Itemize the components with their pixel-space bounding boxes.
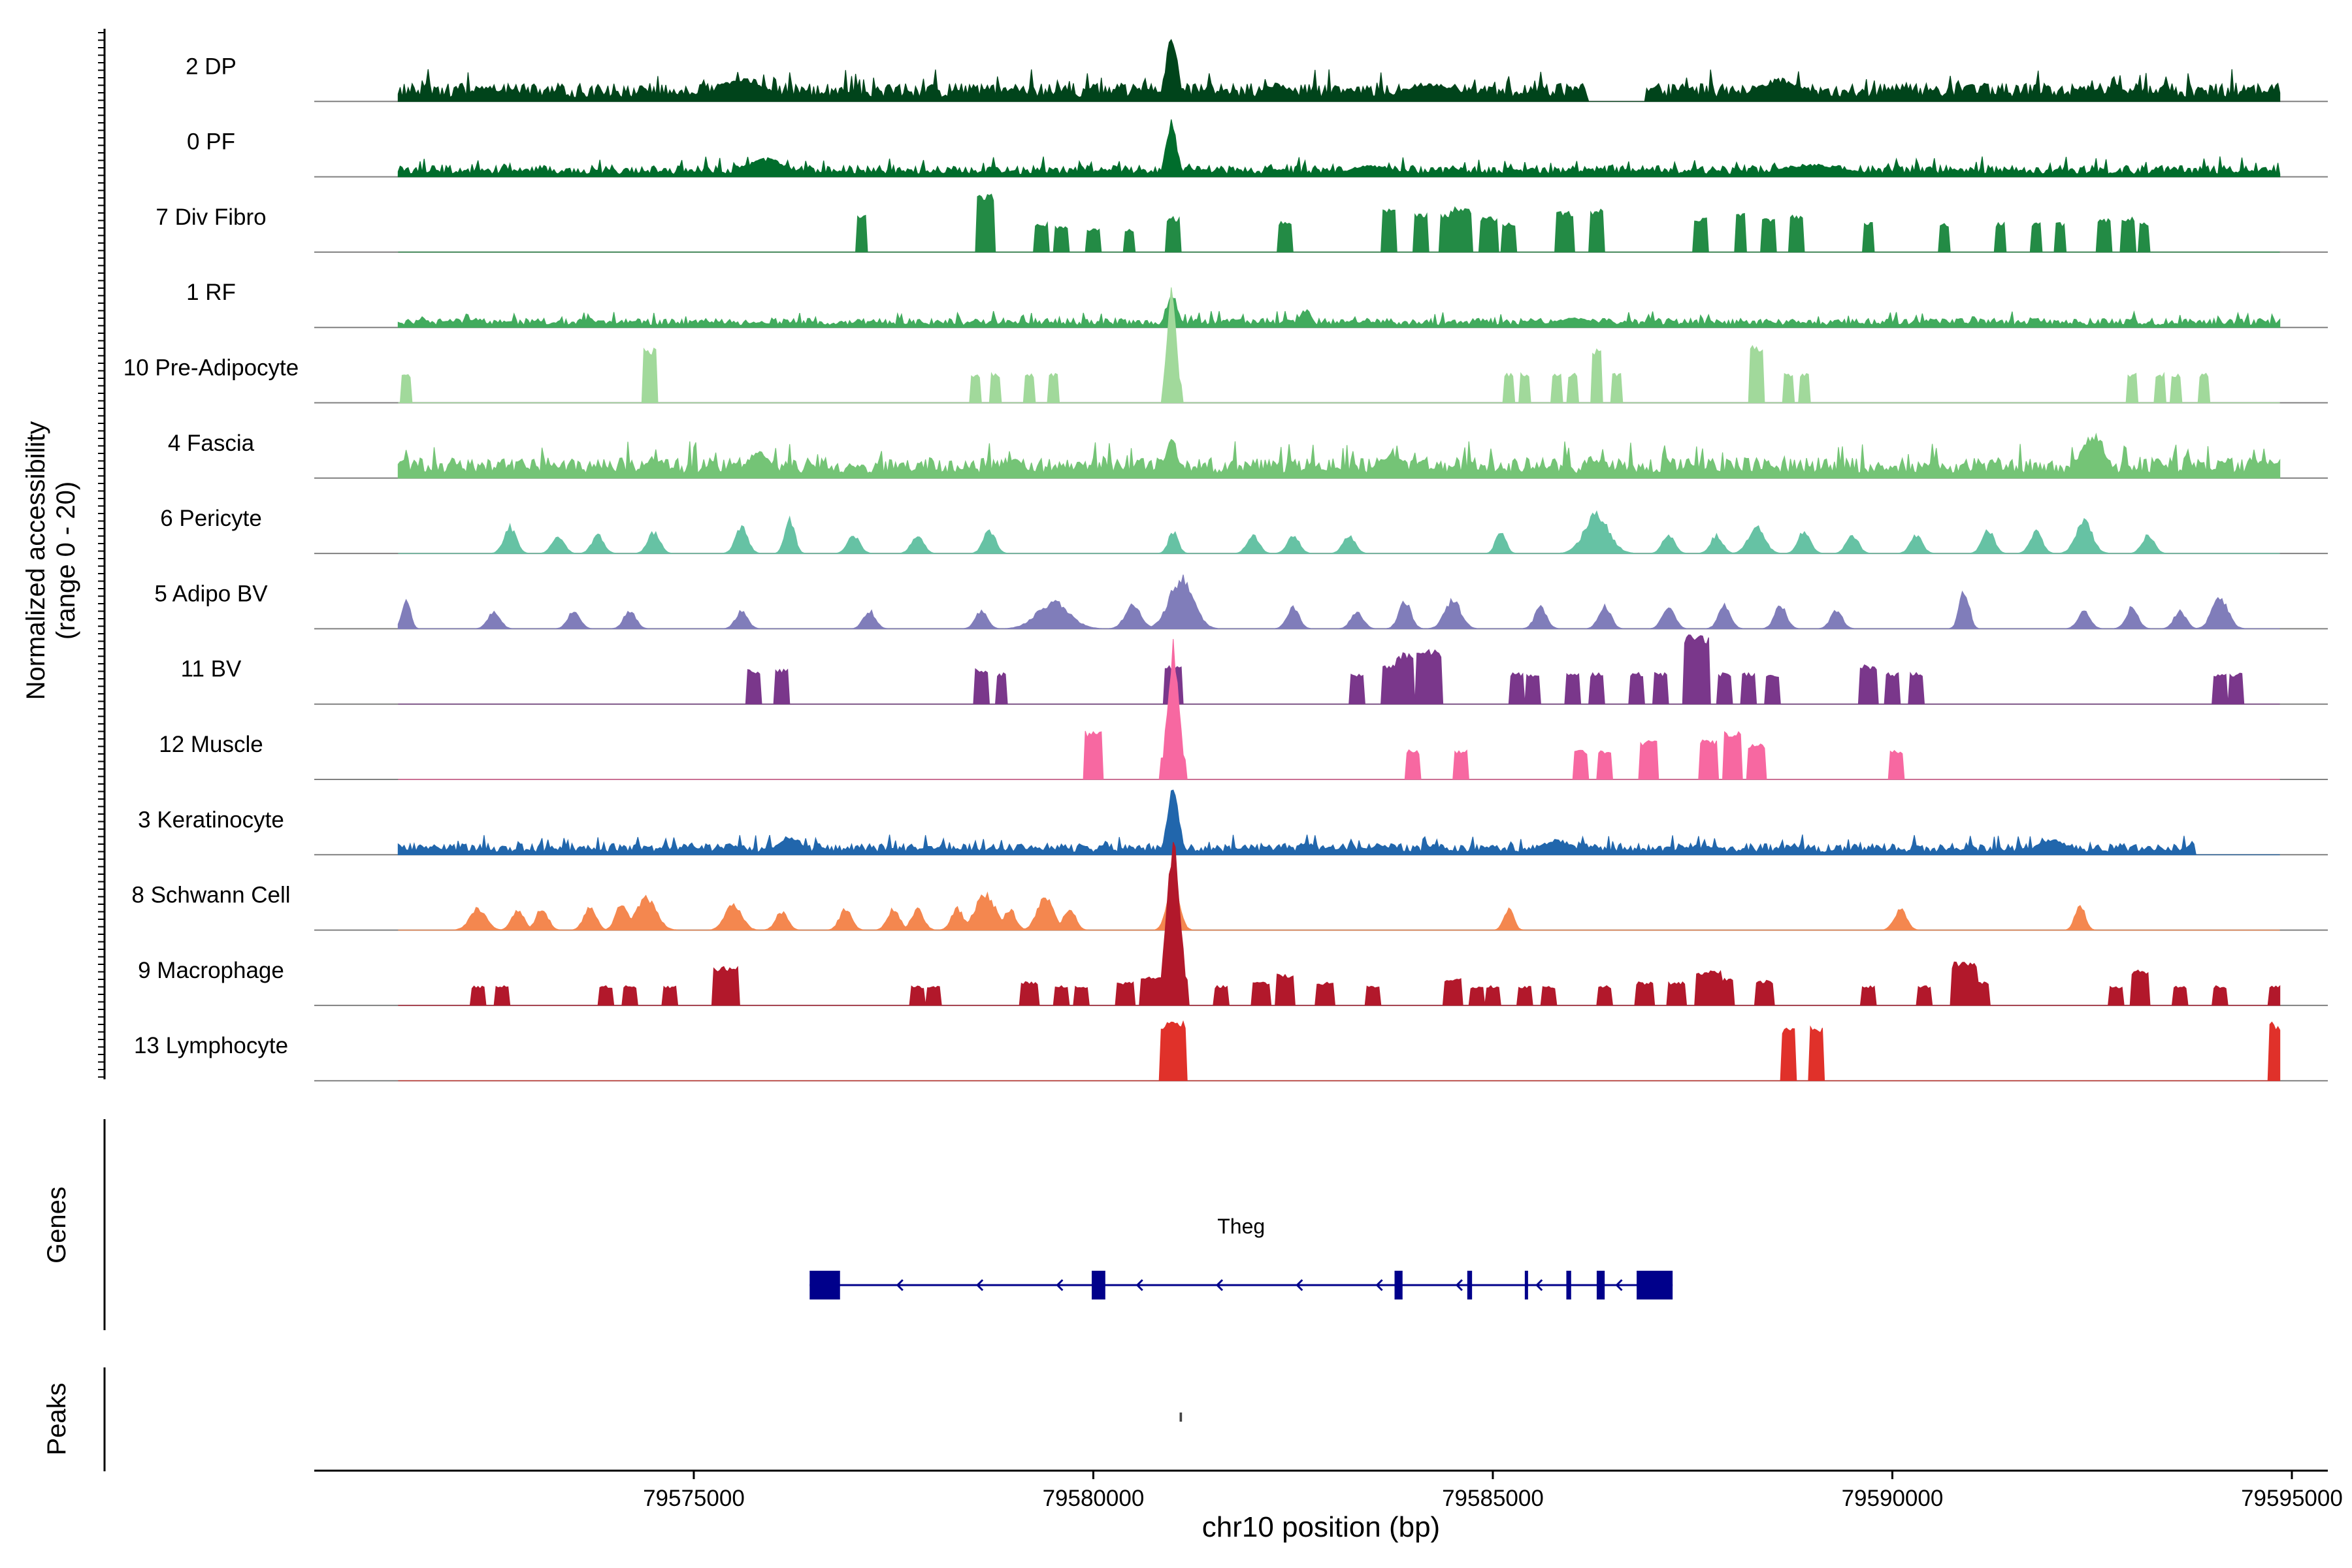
track-label: 9 Macrophage (138, 958, 284, 983)
coverage-area (397, 433, 2281, 479)
x-tick-label: 79580000 (1043, 1486, 1145, 1511)
strand-arrow (1215, 1279, 1224, 1292)
track-label: 13 Lymphocyte (134, 1033, 288, 1058)
track-6: 4 Fascia (168, 431, 2328, 479)
gene-exon (809, 1271, 840, 1299)
track-2: 0 PF (187, 119, 2328, 178)
track-label: 3 Keratinocyte (138, 807, 284, 832)
track-label: 8 Schwann Cell (131, 883, 290, 908)
y-axis-label-range: (range 0 - 20) (52, 482, 80, 640)
coverage-area (397, 39, 2281, 102)
gene-exon (1394, 1271, 1403, 1299)
x-tick-label: 79585000 (1442, 1486, 1544, 1511)
accessibility-axis-ticks (98, 32, 105, 1078)
track-13: 9 Macrophage (138, 841, 2328, 1006)
track-label: 5 Adipo BV (154, 581, 268, 606)
track-9: 11 BV (181, 634, 2328, 705)
track-5: 10 Pre-Adipocyte (123, 287, 2328, 404)
peaks-track-label: Peaks (42, 1382, 71, 1455)
track-3: 7 Div Fibro (155, 193, 2328, 253)
coverage-area (398, 634, 2280, 705)
genes-track-label: Genes (42, 1186, 71, 1264)
coverage-area (398, 193, 2280, 253)
strand-arrow (1535, 1279, 1543, 1292)
x-tick-label: 79595000 (2241, 1486, 2343, 1511)
gene-exon (1467, 1271, 1473, 1299)
track-14: 13 Lymphocyte (134, 1020, 2328, 1082)
coverage-area (398, 841, 2281, 1006)
gene-exon (1637, 1271, 1673, 1299)
gene-model: Theg (809, 1215, 1673, 1299)
x-tick-label: 79575000 (643, 1486, 745, 1511)
x-axis-label: chr10 position (bp) (1202, 1511, 1440, 1543)
gene-exon (1091, 1271, 1105, 1299)
track-8: 5 Adipo BV (154, 574, 2328, 630)
strand-arrow (1135, 1279, 1143, 1292)
track-label: 2 DP (186, 54, 237, 79)
track-label: 1 RF (186, 280, 236, 305)
peaks-track (1179, 1413, 1183, 1422)
track-4: 1 RF (186, 280, 2328, 329)
track-1: 2 DP (186, 39, 2328, 103)
coverage-area (397, 293, 2281, 328)
coverage-area (397, 574, 2280, 629)
x-tick-label: 79590000 (1842, 1486, 1944, 1511)
track-10: 12 Muscle (159, 639, 2328, 780)
strand-arrow (1375, 1279, 1383, 1292)
strand-arrow (1296, 1279, 1303, 1292)
coverage-tracks: 2 DP 0 PF 7 Div Fibro 1 RF 10 Pre-Adipocyte 4… (123, 39, 2328, 1082)
track-12: 8 Schwann Cell (131, 879, 2328, 931)
strand-arrow (1056, 1279, 1064, 1292)
coverage-area (397, 119, 2281, 178)
strand-arrow (1455, 1279, 1463, 1292)
gene-name-label: Theg (1217, 1215, 1265, 1238)
track-label: 10 Pre-Adipocyte (123, 355, 299, 381)
coverage-area (398, 510, 2280, 554)
peak-mark (1179, 1413, 1183, 1422)
coverage-area (397, 789, 2280, 855)
track-label: 6 Pericyte (160, 506, 262, 531)
coverage-area (398, 1020, 2281, 1081)
coverage-area (398, 287, 2280, 404)
track-label: 7 Div Fibro (155, 204, 266, 230)
gene-exon (1566, 1271, 1571, 1299)
track-label: 0 PF (187, 129, 235, 155)
gene-exon (1596, 1271, 1605, 1299)
x-axis-ticks: 79575000 79580000 79585000 79590000 79595000 (643, 1471, 2343, 1511)
track-label: 4 Fascia (168, 431, 255, 456)
track-11: 3 Keratinocyte (138, 789, 2328, 856)
coverage-area (398, 639, 2280, 780)
track-label: 11 BV (181, 657, 242, 682)
track-7: 6 Pericyte (160, 506, 2328, 555)
strand-arrow (1615, 1279, 1623, 1292)
strand-arrow (896, 1279, 904, 1292)
strand-arrow (975, 1279, 984, 1292)
gene-exon (1524, 1271, 1528, 1299)
track-label: 12 Muscle (159, 732, 263, 757)
coverage-area (398, 879, 2280, 931)
y-axis-label: Normalized accessibility (22, 421, 50, 700)
